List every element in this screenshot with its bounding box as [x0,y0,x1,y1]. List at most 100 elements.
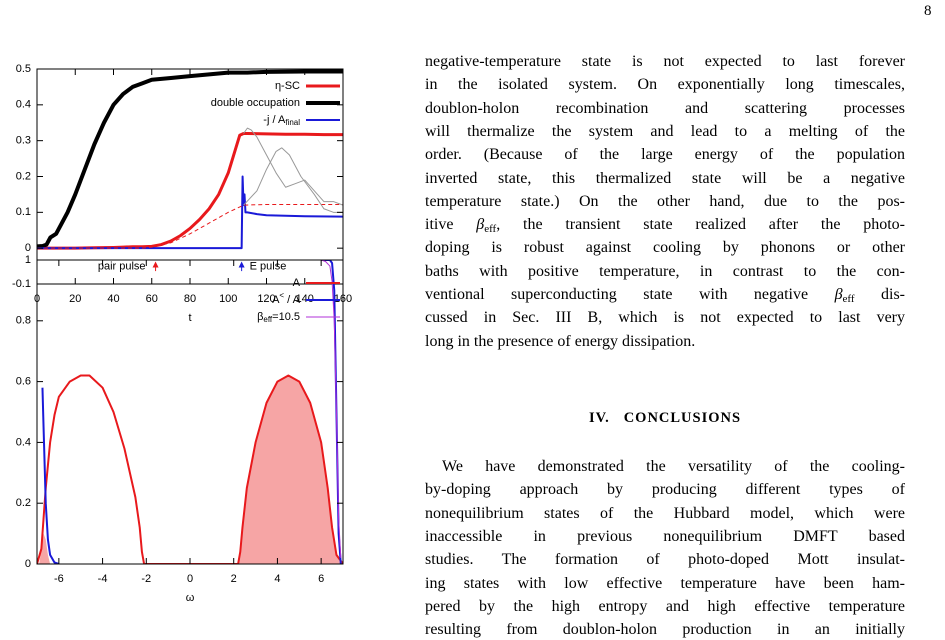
text-line: ventional superconducting state with neg… [425,285,905,309]
series-line [243,147,343,213]
legend-label-part: final [285,118,300,127]
text-segment: cussed in Sec. III B, which is not expec… [425,309,905,327]
annotation-text: pair pulse [98,261,146,273]
legend-label-part: eff [263,315,273,324]
text-line: resulting from doublon-holon production … [425,620,905,640]
x-tick-label: 20 [69,293,81,305]
text-line: doping is robust against cooling by phon… [425,238,905,258]
y-tick-label: 0.3 [16,135,31,147]
text-line: in the isolated system. On exponentially… [425,75,905,95]
text-segment: β [476,216,485,234]
legend-label-part: A [272,294,280,306]
x-tick-label: 80 [184,293,196,305]
x-tick-label: 60 [146,293,158,305]
text-segment: by-doping approach by producing differen… [425,481,905,499]
text-segment: itive [425,216,477,234]
legend-label: A< / A [272,291,301,306]
y-tick-label: 0.2 [16,497,31,509]
text-segment: β [834,286,843,303]
legend-label: -j / Afinal [263,114,300,127]
x-tick-label: 100 [219,293,237,305]
text-segment: doping is robust against cooling by phon… [425,239,905,257]
y-tick-label: 0 [25,558,31,570]
legend-label: double occupation [211,97,300,109]
text-line: baths with positive temperature, in cont… [425,262,905,282]
page-number: 8 [924,3,932,19]
x-tick-label: 4 [274,573,280,585]
plot-area [37,260,343,564]
x-tick-label: 40 [107,293,119,305]
legend-label-part: η-SC [275,80,300,92]
x-tick-label: 2 [231,573,237,585]
series-line [37,175,343,250]
series-line [243,127,343,206]
legend-label-part: -j / A [263,114,286,126]
annotation-arrowhead [238,261,245,268]
text-segment: doublon-holon recombination and scatteri… [425,99,905,117]
series-line [37,203,343,249]
x-tick-label: 0 [187,573,193,585]
text-line: ing states with low effective temperatur… [425,574,905,594]
legend-label-part: =10.5 [272,311,300,323]
text-segment: order. (Because of the large energy of t… [425,146,905,164]
text-line: order. (Because of the large energy of t… [425,145,905,165]
text-segment: will thermalize the system and lead to a… [425,122,905,140]
x-tick-label: 140 [296,293,314,305]
legend-label-part: β [257,311,263,323]
text-line: negative-temperature state is not expect… [425,52,905,72]
text-segment: ventional superconducting state with neg… [425,286,835,303]
y-tick-label: 0.8 [16,315,31,327]
legend-label: A [293,277,301,289]
text-segment: nonequilibrium states of the Hubbard mod… [425,504,905,522]
y-tick-label: 0.2 [16,170,31,182]
x-tick-label: -4 [98,573,108,585]
figure: -0.1 0 0.1 0.2 0.3 0.4 0.5 0 20 40 60 80 100 120 140 1 6… [12,63,352,604]
area [39,375,341,564]
text-segment: negative-temperature state is not expect… [425,53,905,70]
plot-area [37,69,343,250]
text-segment: pered by the high entropy and high effec… [425,597,905,615]
y-tick-label: 0.4 [16,436,31,448]
legend-label-part: < [279,291,284,300]
x-tick-label: 6 [318,573,324,585]
text-line: itive βeff, the transient state realized… [425,215,905,239]
text-segment: ing states with low effective temperatur… [425,574,905,592]
section-number: IV. [588,410,610,426]
text-line: nonequilibrium states of the Hubbard mod… [425,504,905,524]
y-tick-label: 1 [25,254,31,266]
x-tick-label: 120 [257,293,275,305]
text-segment: eff [484,223,497,236]
legend-label-part: double occupation [211,97,300,109]
x-axis-label: t [188,312,191,324]
text-segment: long in the presence of energy dissipati… [425,332,696,350]
text-line: We have demonstrated the versatility of … [442,457,905,477]
y-tick-label: 0.6 [16,376,31,388]
y-tick-label: -0.1 [12,278,31,290]
text-line: temperature state.) On the other hand, d… [425,192,905,212]
text-segment: , the transient state realized after the… [496,216,905,234]
text-line: inaccessible in previous nonequilibrium … [425,527,905,547]
text-segment: dis- [854,286,906,303]
y-tick-label: 0.5 [16,63,31,75]
annotation-text: E pulse [250,261,287,273]
text-line: doublon-holon recombination and scatteri… [425,99,905,119]
text-segment: inverted state, this thermalized state w… [425,169,905,187]
y-tick-label: 0.1 [16,206,31,218]
legend-label: βeff=10.5 [257,311,300,324]
section-title: CONCLUSIONS [623,410,742,426]
section-heading: IV. CONCLUSIONS [425,410,905,427]
text-segment: inaccessible in previous nonequilibrium … [425,527,905,545]
text-line: by-doping approach by producing differen… [425,480,905,500]
text-line: will thermalize the system and lead to a… [425,122,905,142]
page: 8 -0.1 0 0.1 0.2 0.3 0.4 0.5 0 20 40 60 80 100 120 140… [12,3,932,639]
text-line: cussed in Sec. III B, which is not expec… [425,308,905,328]
y-tick-label: 0.4 [16,99,31,111]
text-line: long in the presence of energy dissipati… [425,332,905,352]
series-line [37,374,343,564]
series-line [316,260,342,558]
legend-label-part: A [293,277,301,289]
series-line [37,132,343,250]
x-tick-label: -2 [141,573,151,585]
legend-label: η-SC [275,80,300,92]
text-segment: studies. The formation of photo-doped Mo… [425,551,905,569]
